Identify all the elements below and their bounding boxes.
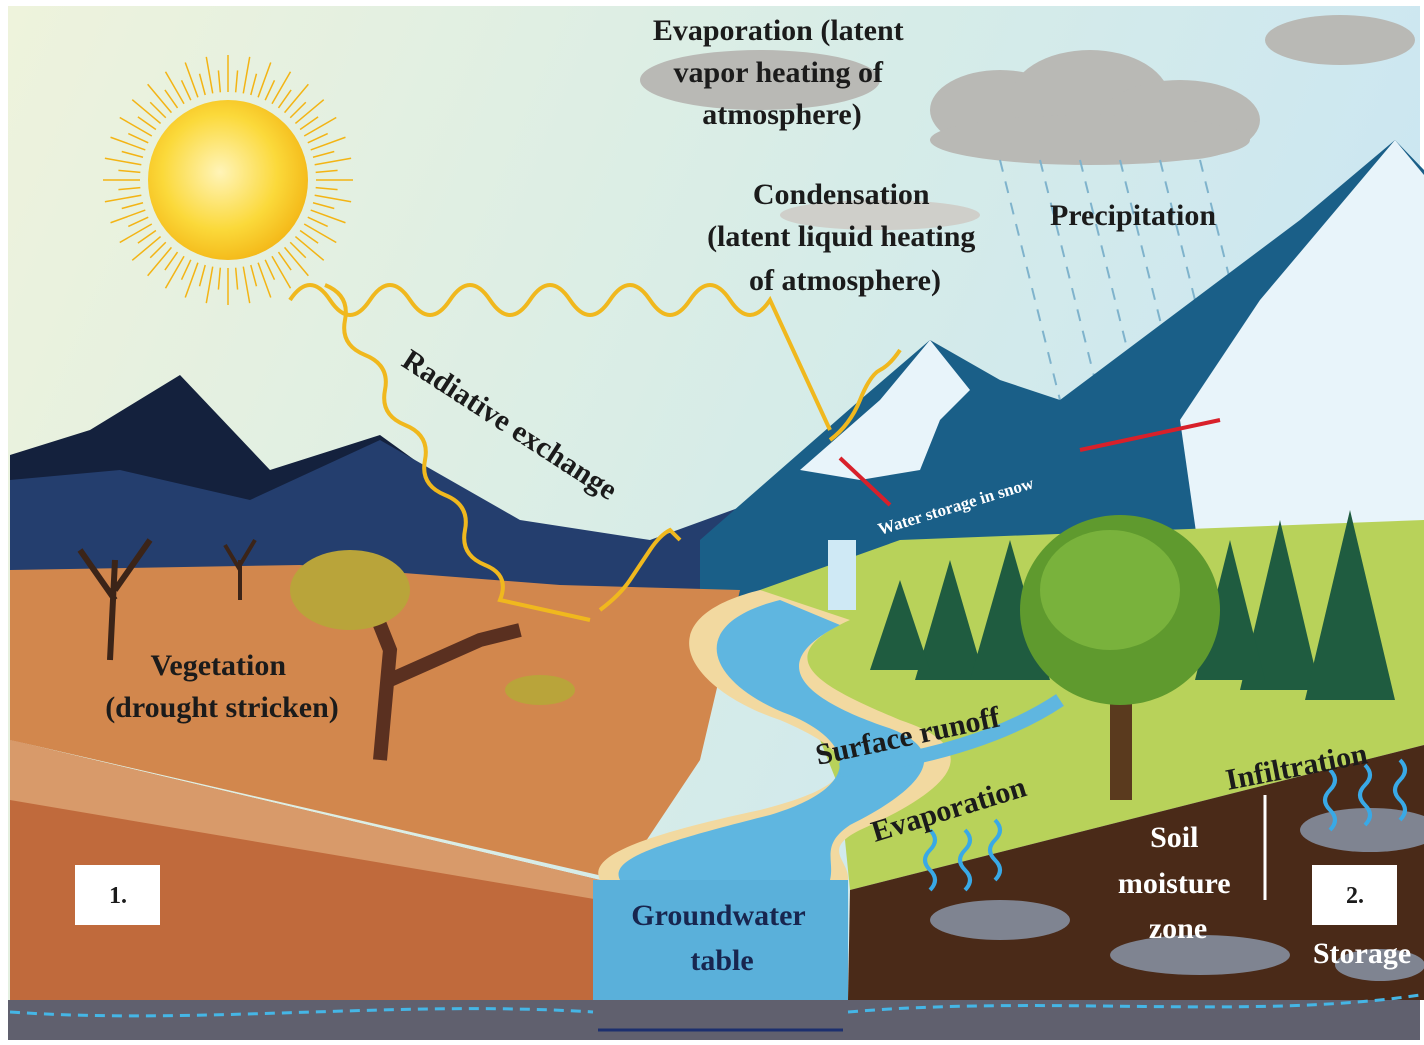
sun-ray (131, 99, 162, 125)
meadow (760, 520, 1424, 890)
sun-ray (257, 262, 272, 298)
desert-ground (10, 565, 740, 880)
sun-ray (271, 255, 292, 289)
sun-ray (217, 267, 222, 290)
sun-ray (294, 235, 325, 261)
sun-ray (315, 186, 338, 191)
storage-pockets (930, 808, 1424, 981)
sun-ray (118, 169, 141, 174)
sun-ray (121, 150, 144, 158)
sun-ray (217, 70, 222, 93)
sun-ray (137, 116, 157, 131)
sun-ray (264, 79, 276, 101)
panel-1-box (75, 865, 160, 925)
trees (77, 510, 1395, 800)
sun-ray (164, 251, 179, 271)
precipitation-label: Precipitation (1050, 199, 1216, 232)
sun-ray (250, 264, 258, 287)
sun-ray (118, 186, 141, 191)
sun-ray (119, 223, 153, 244)
sun-ray (289, 101, 307, 119)
evaporation-atmosphere-label: Evaporation (latent vapor heating of atm… (653, 14, 911, 131)
sun-ray (147, 83, 173, 114)
sun-ray (205, 266, 214, 304)
sun-ray (184, 262, 199, 298)
vapor-squiggles (923, 758, 1407, 892)
sun-ray (149, 101, 167, 119)
sun-ray (242, 266, 251, 304)
sun-ray (299, 116, 319, 131)
waterfall (828, 540, 856, 610)
sun-ray (312, 150, 335, 158)
sun-ray (180, 79, 192, 101)
sun-ray (234, 267, 239, 290)
sun-ray (180, 259, 192, 281)
sun-ray (104, 194, 142, 203)
sun-ray (303, 223, 337, 244)
sun-ray (234, 70, 239, 93)
sun-ray (310, 136, 346, 151)
sun-ray (271, 71, 292, 105)
sun-ray (104, 157, 142, 166)
vegetation-label: Vegetation (drought stricken) (105, 649, 339, 724)
desert-crust (10, 740, 600, 900)
panel-1-label: 1. (109, 883, 127, 909)
sun-ray (310, 209, 346, 224)
groundwater-table (593, 880, 848, 1000)
sun-ray (277, 89, 292, 109)
snowcap-left (800, 340, 970, 480)
sun-ray (198, 264, 206, 287)
sun-ray (205, 56, 214, 94)
sun-ray (110, 136, 146, 151)
sun-ray (264, 259, 276, 281)
sun-ray (242, 56, 251, 94)
sun-ray (119, 116, 153, 137)
sun-ray (314, 157, 352, 166)
snowcap-right (1180, 140, 1424, 560)
sun-ray (164, 71, 185, 105)
river (618, 600, 925, 880)
sun-ray (283, 246, 309, 277)
sun-ray (315, 169, 338, 174)
sun-ray (303, 116, 337, 137)
sun-ray (314, 194, 352, 203)
soil-moisture-label: Soil moisture zone (1118, 821, 1238, 945)
sun-ray (127, 132, 149, 144)
sun (103, 55, 353, 305)
sun-ray (147, 246, 173, 277)
condensation-label: Condensation (latent liquid heating of a… (707, 178, 983, 297)
panel-2-box (1312, 865, 1397, 925)
sun-ray (289, 241, 307, 259)
sun-ray (184, 62, 199, 98)
sun-ray (299, 229, 319, 244)
sun-ray (149, 241, 167, 259)
sun-ray (131, 235, 162, 261)
clouds (640, 15, 1415, 230)
sun-ray (137, 229, 157, 244)
water-table-line (9, 993, 1421, 1018)
sun-ray (164, 255, 185, 289)
sun-ray (257, 62, 272, 98)
sun-ray (198, 73, 206, 96)
sun-ray (250, 73, 258, 96)
panel-2-label: 2. (1346, 883, 1364, 909)
sun-ray (307, 132, 329, 144)
sun-ray (110, 209, 146, 224)
sun-ray (283, 83, 309, 114)
runoff-stream (839, 694, 1064, 777)
sun-ray (277, 251, 292, 271)
storage-label: Storage (1313, 937, 1411, 970)
sun-ray (127, 216, 149, 228)
sun-ray (121, 202, 144, 210)
snow-arrows (838, 418, 1221, 507)
sun-ray (312, 202, 335, 210)
sun-ray (307, 216, 329, 228)
groundwater-label: Groundwater table (631, 899, 812, 977)
sun-ray (164, 89, 179, 109)
bedrock (8, 1000, 1420, 1040)
sun-ray (294, 99, 325, 125)
radiation-arrows (288, 283, 902, 622)
